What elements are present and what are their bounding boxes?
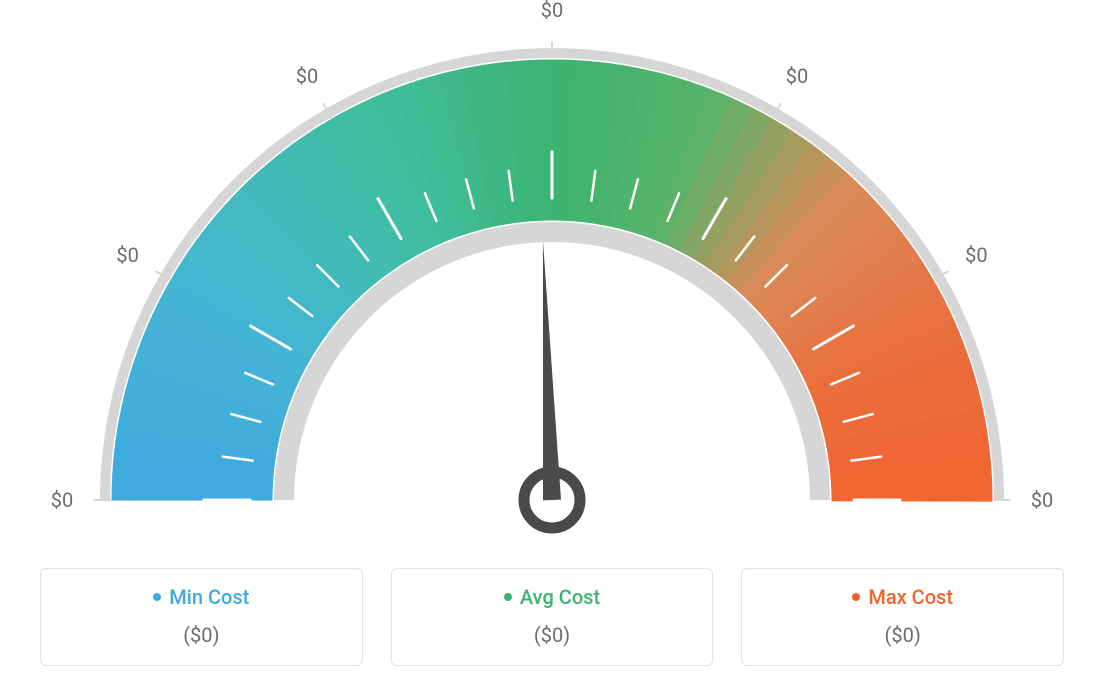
gauge-scale-label: $0 xyxy=(965,243,987,267)
gauge-scale-label: $0 xyxy=(541,0,563,22)
gauge-chart: $0 $0 $0 $0 $0 $0 $0 xyxy=(0,0,1104,560)
gauge-scale-label: $0 xyxy=(786,64,808,88)
legend-value-max: ($0) xyxy=(754,623,1051,647)
gauge-scale-label: $0 xyxy=(51,488,73,512)
gauge-scale-label: $0 xyxy=(116,243,138,267)
legend-row: Min Cost ($0) Avg Cost ($0) Max Cost ($0… xyxy=(40,568,1064,666)
gauge-svg xyxy=(0,0,1104,560)
gauge-scale-label: $0 xyxy=(1031,488,1053,512)
legend-title-avg: Avg Cost xyxy=(504,585,600,609)
legend-dot-avg xyxy=(504,593,512,601)
legend-label-avg: Avg Cost xyxy=(520,585,600,609)
legend-value-min: ($0) xyxy=(53,623,350,647)
legend-label-min: Min Cost xyxy=(169,585,249,609)
legend-label-max: Max Cost xyxy=(868,585,953,609)
gauge-scale-label: $0 xyxy=(296,64,318,88)
cost-gauge-container: $0 $0 $0 $0 $0 $0 $0 Min Cost ($0) Avg Cost ($… xyxy=(0,0,1104,690)
legend-card-avg: Avg Cost ($0) xyxy=(391,568,714,666)
legend-title-min: Min Cost xyxy=(153,585,249,609)
legend-card-max: Max Cost ($0) xyxy=(741,568,1064,666)
legend-title-max: Max Cost xyxy=(852,585,953,609)
legend-dot-max xyxy=(852,593,860,601)
legend-card-min: Min Cost ($0) xyxy=(40,568,363,666)
legend-dot-min xyxy=(153,593,161,601)
legend-value-avg: ($0) xyxy=(404,623,701,647)
